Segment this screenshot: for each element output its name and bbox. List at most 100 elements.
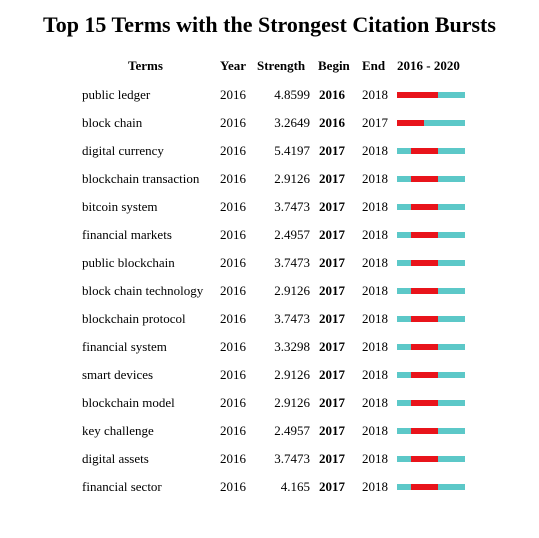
strength-value: 3.7473 <box>274 311 310 326</box>
timeline-segment <box>437 344 452 350</box>
year-value: 2016 <box>220 143 246 158</box>
term-label: blockchain transaction <box>82 171 200 186</box>
timeline-segment <box>451 92 466 98</box>
burst-timeline <box>397 316 466 322</box>
strength-value: 2.4957 <box>274 423 310 438</box>
end-value: 2018 <box>362 255 388 270</box>
burst-segment <box>424 484 439 490</box>
year-value: 2016 <box>220 199 246 214</box>
chart-title: Top 15 Terms with the Strongest Citation… <box>43 12 496 37</box>
strength-value: 3.3298 <box>274 339 310 354</box>
burst-segment <box>410 428 425 434</box>
table-row: blockchain model 2016 2.9126 2017 2018 <box>0 389 539 417</box>
end-value: 2018 <box>362 395 388 410</box>
begin-value: 2017 <box>319 423 345 438</box>
timeline-segment <box>397 456 411 462</box>
timeline-segment <box>424 120 439 126</box>
strength-value: 2.9126 <box>274 367 310 382</box>
timeline-segment <box>437 148 452 154</box>
timeline-segment <box>397 176 411 182</box>
term-label: blockchain model <box>82 395 175 410</box>
term-label: public blockchain <box>82 255 175 270</box>
timeline-segment <box>397 232 411 238</box>
burst-timeline <box>397 456 466 462</box>
strength-value: 5.4197 <box>274 143 310 158</box>
term-label: digital currency <box>82 143 164 158</box>
begin-value: 2017 <box>319 283 345 298</box>
term-label: financial sector <box>82 479 162 494</box>
burst-segment <box>424 316 439 322</box>
end-value: 2018 <box>362 423 388 438</box>
burst-segment <box>424 428 439 434</box>
begin-value: 2017 <box>319 311 345 326</box>
table-row: digital assets 2016 3.7473 2017 2018 <box>0 445 539 473</box>
timeline-segment <box>437 372 452 378</box>
burst-segment <box>424 232 439 238</box>
begin-value: 2017 <box>319 171 345 186</box>
burst-segment <box>410 204 425 210</box>
burst-segment <box>410 400 425 406</box>
begin-value: 2017 <box>319 227 345 242</box>
end-value: 2018 <box>362 339 388 354</box>
timeline-segment <box>451 120 466 126</box>
timeline-segment <box>451 484 466 490</box>
year-value: 2016 <box>220 395 246 410</box>
strength-value: 2.4957 <box>274 227 310 242</box>
table-row: block chain technology 2016 2.9126 2017 2018 <box>0 277 539 305</box>
term-label: financial system <box>82 339 167 354</box>
table-row: financial markets 2016 2.4957 2017 2018 <box>0 221 539 249</box>
timeline-segment <box>437 176 452 182</box>
year-value: 2016 <box>220 255 246 270</box>
timeline-segment <box>451 288 466 294</box>
table-row: block chain 2016 3.2649 2016 2017 <box>0 109 539 137</box>
burst-timeline <box>397 428 466 434</box>
burst-segment <box>397 120 411 126</box>
header-begin: Begin <box>318 58 350 73</box>
term-label: key challenge <box>82 423 154 438</box>
year-value: 2016 <box>220 423 246 438</box>
timeline-segment <box>437 400 452 406</box>
table-row: smart devices 2016 2.9126 2017 2018 <box>0 361 539 389</box>
strength-value: 2.9126 <box>274 283 310 298</box>
table-row: public ledger 2016 4.8599 2016 2018 <box>0 81 539 109</box>
year-value: 2016 <box>220 283 246 298</box>
begin-value: 2017 <box>319 479 345 494</box>
timeline-segment <box>437 428 452 434</box>
timeline-segment <box>397 400 411 406</box>
header-range: 2016 - 2020 <box>397 58 460 73</box>
burst-segment <box>424 92 439 98</box>
begin-value: 2017 <box>319 339 345 354</box>
strength-value: 3.7473 <box>274 451 310 466</box>
timeline-segment <box>451 344 466 350</box>
strength-value: 3.7473 <box>274 255 310 270</box>
end-value: 2018 <box>362 143 388 158</box>
header-terms: Terms <box>128 58 163 73</box>
header-end: End <box>362 58 386 73</box>
begin-value: 2017 <box>319 451 345 466</box>
burst-timeline <box>397 400 466 406</box>
burst-segment <box>424 148 439 154</box>
begin-value: 2017 <box>319 199 345 214</box>
timeline-segment <box>451 316 466 322</box>
begin-value: 2017 <box>319 367 345 382</box>
timeline-segment <box>397 204 411 210</box>
term-label: blockchain protocol <box>82 311 186 326</box>
end-value: 2018 <box>362 227 388 242</box>
year-value: 2016 <box>220 311 246 326</box>
timeline-segment <box>397 260 411 266</box>
burst-segment <box>410 316 425 322</box>
burst-segment <box>410 148 425 154</box>
end-value: 2018 <box>362 87 388 102</box>
table-row: public blockchain 2016 3.7473 2017 2018 <box>0 249 539 277</box>
timeline-segment <box>397 372 411 378</box>
burst-segment <box>410 232 425 238</box>
year-value: 2016 <box>220 367 246 382</box>
table-row: financial sector 2016 4.165 2017 2018 <box>0 473 539 501</box>
end-value: 2018 <box>362 367 388 382</box>
burst-segment <box>410 176 425 182</box>
term-label: digital assets <box>82 451 149 466</box>
year-value: 2016 <box>220 451 246 466</box>
burst-timeline <box>397 484 466 490</box>
burst-segment <box>410 92 425 98</box>
end-value: 2018 <box>362 451 388 466</box>
